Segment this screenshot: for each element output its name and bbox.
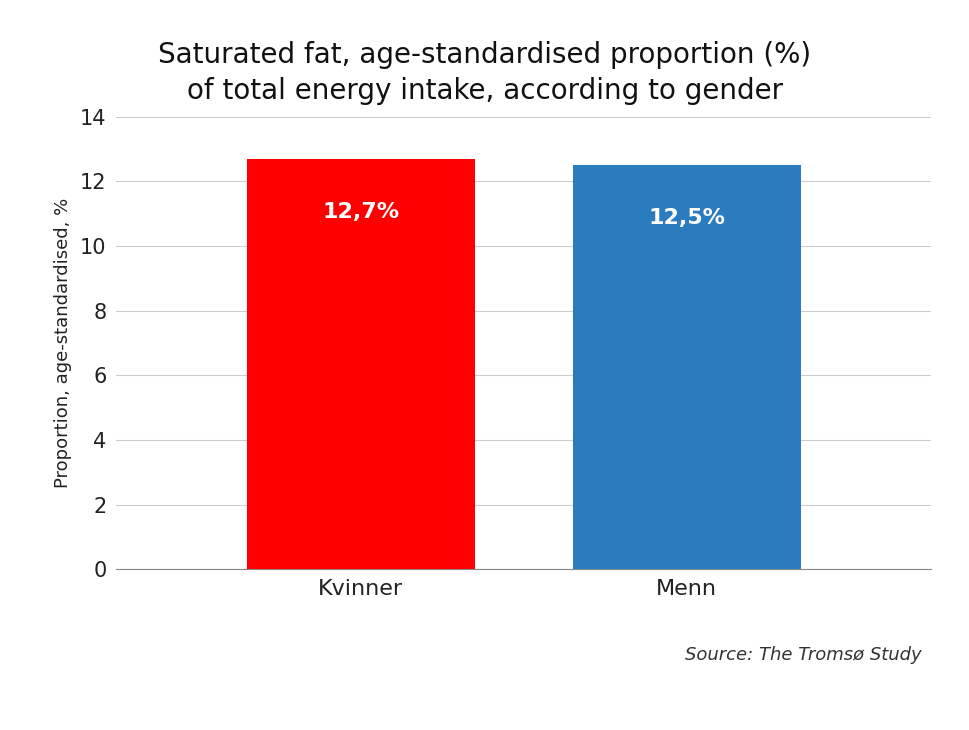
Y-axis label: Proportion, age-standardised, %: Proportion, age-standardised, % bbox=[54, 198, 72, 488]
Text: Saturated fat, age-standardised proportion (%)
of total energy intake, according: Saturated fat, age-standardised proporti… bbox=[158, 41, 811, 105]
Text: Source: The Tromsø Study: Source: The Tromsø Study bbox=[684, 646, 921, 664]
Text: 12,7%: 12,7% bbox=[322, 202, 399, 222]
Bar bbox=[246, 159, 475, 569]
Bar bbox=[572, 165, 800, 569]
Text: 12,5%: 12,5% bbox=[647, 208, 725, 228]
